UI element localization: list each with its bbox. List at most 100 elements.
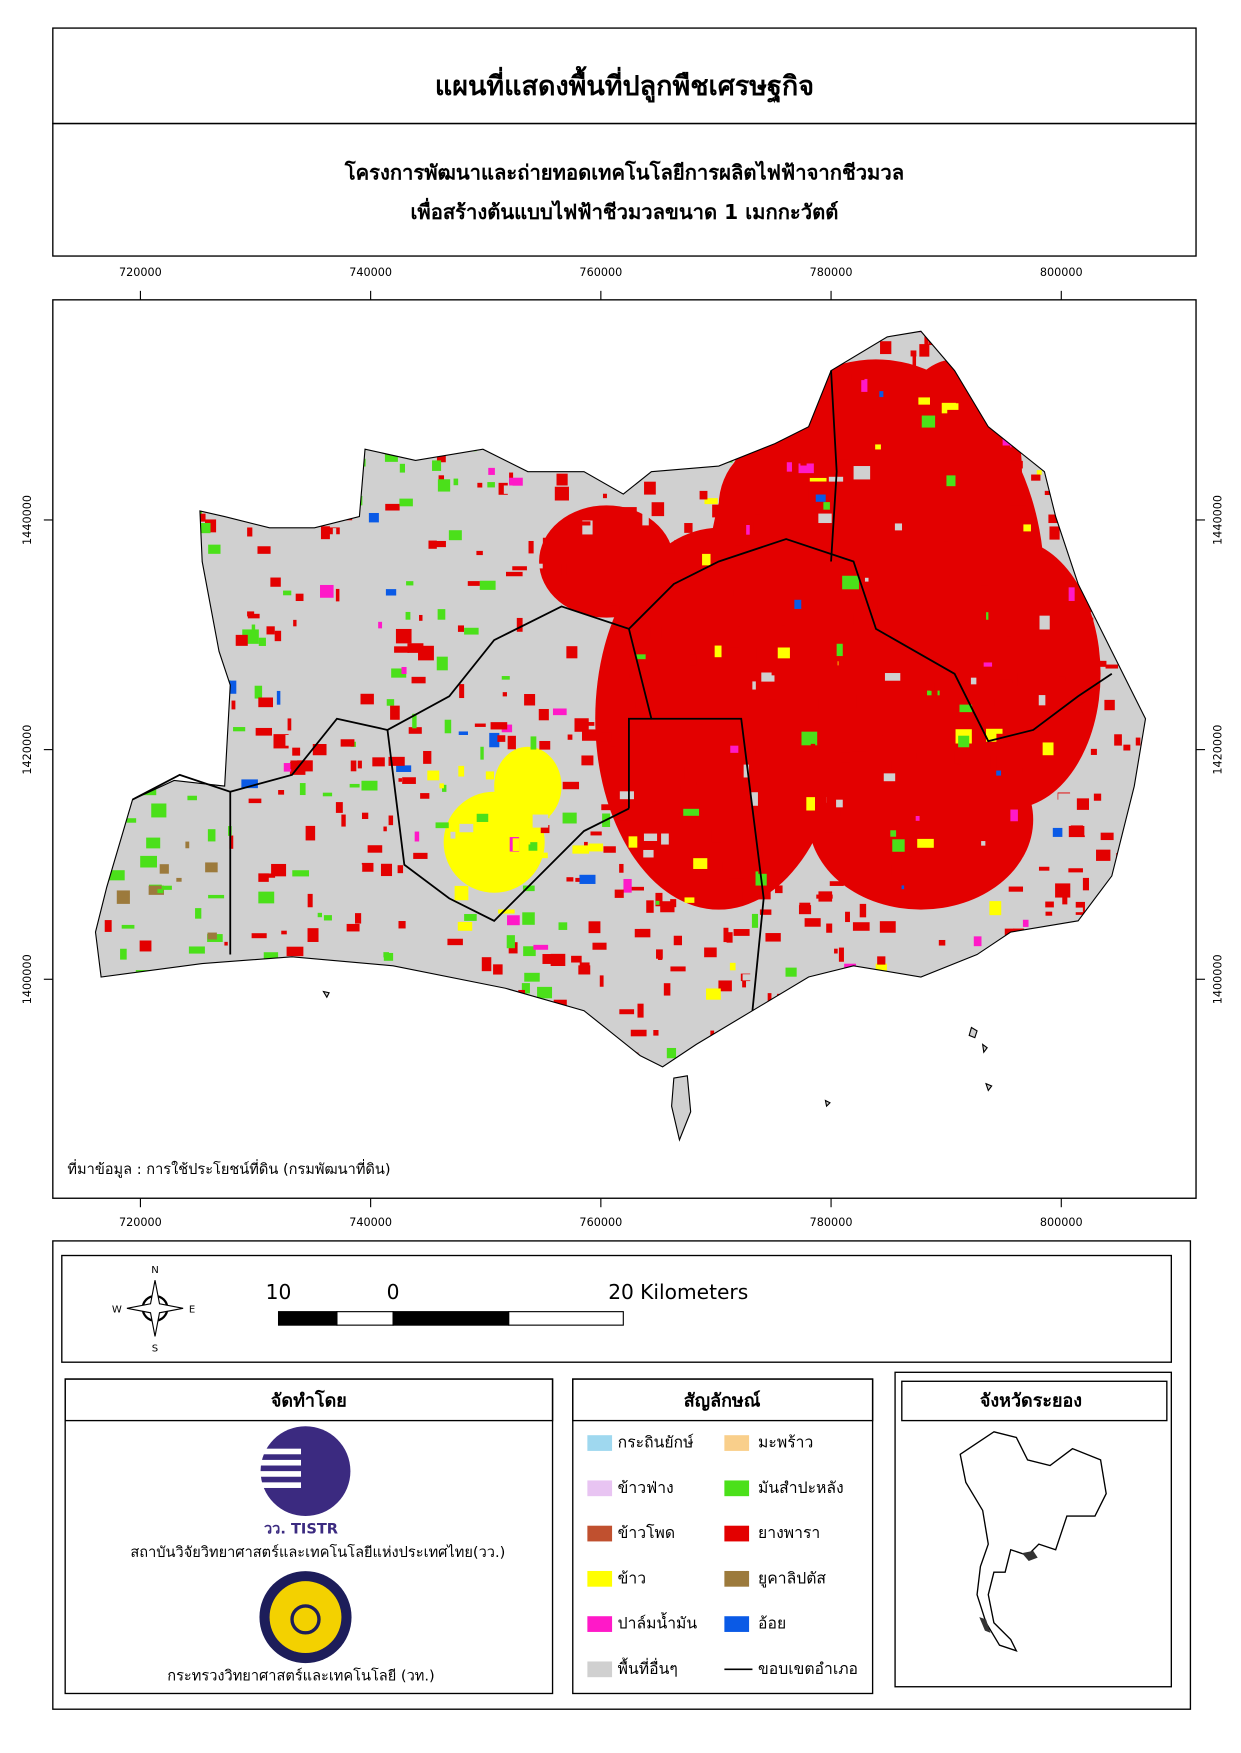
land-patch (798, 463, 814, 474)
x-tick-label: 760000 (579, 266, 622, 279)
land-patch (1073, 924, 1085, 938)
land-patch (938, 939, 946, 946)
land-patch (593, 511, 598, 522)
land-patch (1092, 914, 1106, 919)
land-patch (891, 864, 904, 876)
land-patch (981, 841, 986, 846)
land-patch (566, 646, 578, 659)
land-patch (271, 863, 287, 877)
land-patch (540, 825, 550, 834)
land-patch (558, 922, 568, 930)
land-patch (495, 1060, 506, 1066)
land-patch (252, 1063, 260, 1067)
land-patch (993, 986, 1001, 995)
land-patch (842, 575, 859, 590)
legend-swatch (724, 1616, 750, 1632)
land-patch (144, 359, 159, 374)
land-patch (802, 1052, 807, 1059)
land-patch (834, 948, 838, 954)
land-patch (295, 593, 304, 602)
land-patch (1088, 506, 1093, 521)
land-patch (394, 646, 410, 653)
land-patch (346, 923, 360, 932)
land-patch (281, 414, 291, 426)
land-patch (583, 722, 595, 726)
land-patch (125, 778, 140, 792)
land-patch (1038, 695, 1046, 706)
land-patch (637, 1003, 644, 1018)
land-patch (712, 504, 724, 518)
land-patch (321, 996, 329, 1011)
land-patch (485, 771, 495, 780)
legend-swatch (587, 1570, 613, 1587)
land-patch (828, 676, 836, 691)
land-patch (1154, 833, 1169, 838)
land-patch (328, 957, 340, 962)
land-patch (975, 613, 982, 617)
land-patch (263, 873, 276, 878)
land-patch (466, 410, 474, 415)
land-patch (378, 986, 383, 991)
land-patch (352, 864, 363, 872)
thailand-outline (959, 1431, 1107, 1652)
land-patch (646, 900, 654, 913)
land-patch (714, 416, 727, 430)
land-patch (851, 746, 867, 752)
y-tick-label: 1440000 (1211, 495, 1224, 545)
land-patch (747, 634, 756, 644)
land-patch (142, 568, 147, 580)
land-patch (798, 664, 807, 672)
land-patch (588, 843, 604, 852)
land-patch (678, 974, 696, 988)
land-patch (1006, 636, 1012, 642)
land-patch (775, 885, 783, 894)
land-patch (608, 1055, 625, 1066)
land-patch (273, 734, 289, 749)
land-patch (1010, 391, 1015, 403)
land-patch (120, 1054, 135, 1067)
land-patch (1116, 344, 1125, 359)
land-patch (374, 393, 387, 403)
land-patch (160, 381, 175, 386)
land-patch (1137, 573, 1146, 579)
land-patch (602, 1062, 612, 1067)
land-patch (320, 526, 330, 540)
land-patch (278, 667, 292, 680)
land-patch (498, 482, 508, 495)
land-patch (1126, 473, 1137, 484)
land-patch (317, 912, 323, 918)
logo-stripe (249, 1459, 302, 1466)
land-patch (258, 873, 269, 882)
land-patch (498, 909, 515, 914)
land-patch (873, 573, 883, 580)
land-patch (650, 706, 663, 716)
land-patch (836, 799, 843, 808)
land-patch (192, 487, 202, 492)
legend-swatch (724, 1480, 750, 1497)
land-patch (500, 346, 516, 358)
x-tick-label: 740000 (349, 1216, 392, 1229)
north-arrow-star (126, 1280, 184, 1337)
land-patch (634, 928, 651, 938)
land-patch (1059, 397, 1076, 409)
land-patch (689, 924, 703, 936)
land-patch (278, 790, 285, 795)
land-patch (680, 785, 689, 794)
land-patch (205, 862, 218, 873)
land-patch (454, 885, 469, 901)
land-patch (790, 407, 806, 421)
land-patch (209, 417, 222, 430)
land-patch (1018, 845, 1024, 857)
land-patch (989, 901, 1002, 916)
org-name: สถาบันวิจัยวิทยาศาสตร์และเทคโนโลยีแห่งปร… (130, 1543, 505, 1561)
land-patch (962, 518, 978, 527)
land-patch (709, 379, 718, 389)
land-patch (206, 387, 218, 396)
land-patch (476, 550, 483, 556)
land-patch (456, 842, 467, 857)
land-patch (361, 758, 370, 773)
land-patch (643, 849, 654, 858)
land-patch (648, 556, 662, 566)
land-patch (1125, 439, 1138, 445)
land-patch (1110, 927, 1122, 940)
